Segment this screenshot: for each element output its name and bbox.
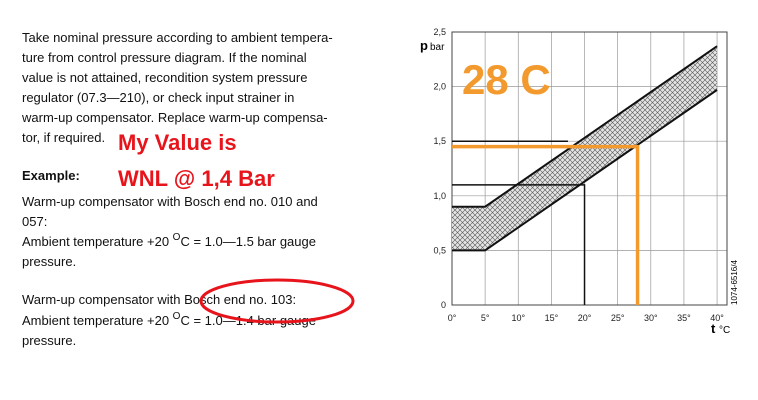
x-tick-label: 35° [677,313,691,323]
pressure-diagram: 0 0,5 1,0 1,5 2,0 2,5 0° 5° 10° 15° 20° 25° 30° 35° 40… [420,27,739,336]
x-tick-label: 25° [611,313,625,323]
text-part: Ambient temperature +20 [22,313,173,328]
x-tick-label: 0° [448,313,457,323]
y-axis-label: p [420,38,428,53]
figure-code: 1074-6516/4 [730,260,739,305]
reference-line [452,184,586,305]
text-line: 057: [22,214,47,229]
y-tick-label: 2,5 [433,27,446,37]
text-line: Take nominal pressure according to ambie… [22,30,333,45]
y-tick-label: 2,0 [433,82,446,92]
text-line: Ambient temperature +20 OC = 1.0—1.5 bar… [22,232,316,249]
x-axis-unit: °C [719,325,730,336]
annotation: 28 C [462,56,551,103]
text-line: pressure. [22,254,76,269]
annotation: WNL @ 1,4 Bar [118,166,275,191]
plot-frame [451,31,728,306]
band-edge [452,45,718,208]
text-line: regulator (07.3—210), or check input str… [22,90,294,105]
highlight-ellipse [199,278,355,324]
x-tick-label: 5° [481,313,490,323]
text-part: C = 1.0—1.5 bar gauge [180,234,316,249]
x-axis-label: t [711,321,716,336]
band-edge [452,89,718,252]
x-tick-label: 30° [644,313,658,323]
text-line: warm-up compensator. Replace warm-up com… [21,110,328,125]
text-line: Warm-up compensator with Bosch end no. 0… [22,194,318,209]
example-heading: Example: [22,168,80,183]
y-tick-label: 0,5 [433,245,446,255]
superscript: O [173,311,181,322]
x-tick-label: 20° [578,313,592,323]
text-line: tor, if required. [22,130,105,145]
text-part: Ambient temperature +20 [22,234,173,249]
y-tick-label: 1,0 [433,191,446,201]
text-line: ture from control pressure diagram. If t… [22,50,307,65]
text-line: Warm-up compensator with Bosch end no. 1… [22,292,296,307]
annotation: My Value is [118,130,237,155]
instructions: Take nominal pressure according to ambie… [21,30,333,348]
text-line: value is not attained, recondition syste… [22,70,307,85]
text-line: Ambient temperature +20 OC = 1.0—1.4 bar… [22,311,316,328]
y-axis-unit: bar [430,42,445,53]
superscript: O [173,232,181,243]
x-tick-label: 10° [511,313,525,323]
y-tick-label: 0 [441,300,446,310]
reference-line [452,144,640,305]
y-tick-label: 1,5 [433,136,446,146]
x-tick-label: 40° [710,313,724,323]
text-line: pressure. [22,333,76,348]
x-tick-label: 15° [545,313,559,323]
